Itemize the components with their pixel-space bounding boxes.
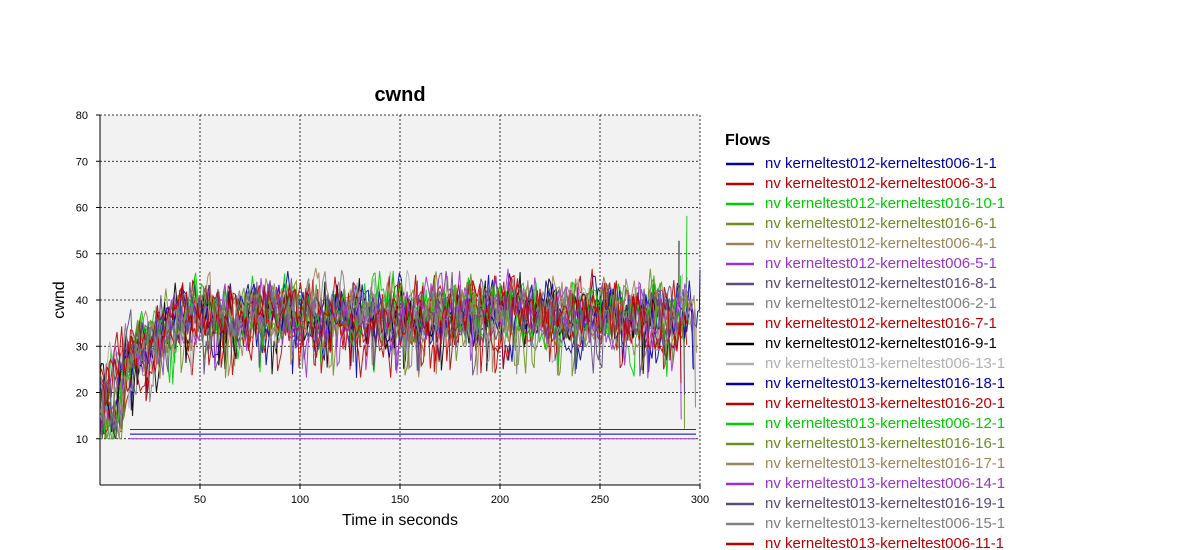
legend-label: nv kerneltest013-kerneltest016-17-1 (765, 455, 1005, 472)
y-tick-label: 80 (76, 110, 88, 122)
legend-label: nv kerneltest012-kerneltest006-3-1 (765, 175, 997, 192)
legend-label: nv kerneltest012-kerneltest006-4-1 (765, 235, 997, 252)
x-tick-label: 200 (491, 494, 509, 506)
legend-label: nv kerneltest012-kerneltest016-6-1 (765, 215, 997, 232)
y-tick-label: 30 (76, 341, 88, 353)
series-line (99, 269, 688, 439)
legend-label: nv kerneltest012-kerneltest016-9-1 (765, 335, 997, 352)
series-line (99, 271, 675, 439)
series-line (99, 274, 682, 406)
x-tick-label: 100 (291, 494, 309, 506)
y-tick-label: 40 (76, 295, 88, 307)
series-lines (99, 215, 701, 440)
legend-label: nv kerneltest012-kerneltest016-10-1 (765, 195, 1005, 212)
legend-label: nv kerneltest013-kerneltest006-13-1 (765, 355, 1005, 372)
legend-label: nv kerneltest013-kerneltest016-19-1 (765, 495, 1005, 512)
legend-label: nv kerneltest013-kerneltest006-14-1 (765, 475, 1005, 492)
chart-title: cwnd (374, 84, 425, 106)
x-axis-title: Time in seconds (342, 512, 458, 529)
x-tick-label: 50 (194, 494, 206, 506)
legend-title: Flows (725, 132, 770, 149)
x-tick-label: 150 (391, 494, 409, 506)
legend-label: nv kerneltest013-kerneltest016-20-1 (765, 395, 1005, 412)
legend-label: nv kerneltest012-kerneltest006-1-1 (765, 155, 997, 172)
x-tick-label: 300 (691, 494, 709, 506)
legend-label: nv kerneltest013-kerneltest006-11-1 (765, 535, 1004, 550)
legend-label: nv kerneltest013-kerneltest016-16-1 (765, 435, 1005, 452)
y-axis-title: cwnd (51, 281, 68, 318)
y-tick-label: 50 (76, 249, 88, 261)
legend-label: nv kerneltest012-kerneltest006-5-1 (765, 255, 997, 272)
legend-label: nv kerneltest012-kerneltest016-7-1 (765, 315, 997, 332)
legend-label: nv kerneltest012-kerneltest006-2-1 (765, 295, 997, 312)
x-tick-label: 250 (591, 494, 609, 506)
legend-label: nv kerneltest013-kerneltest006-12-1 (765, 415, 1005, 432)
series-line (100, 270, 682, 440)
legend-label: nv kerneltest012-kerneltest016-8-1 (765, 275, 997, 292)
legend: Flows nv kerneltest012-kerneltest006-1-1… (725, 132, 1005, 550)
y-tick-label: 10 (76, 434, 88, 446)
y-tick-label: 60 (76, 203, 88, 215)
legend-label: nv kerneltest013-kerneltest016-18-1 (765, 375, 1005, 392)
y-tick-label: 20 (76, 388, 88, 400)
legend-label: nv kerneltest013-kerneltest006-15-1 (765, 515, 1005, 532)
y-tick-label: 70 (76, 156, 88, 168)
tick-labels: 50 100 150 200 250 300 10 20 30 40 50 60 70 80 (76, 110, 709, 506)
